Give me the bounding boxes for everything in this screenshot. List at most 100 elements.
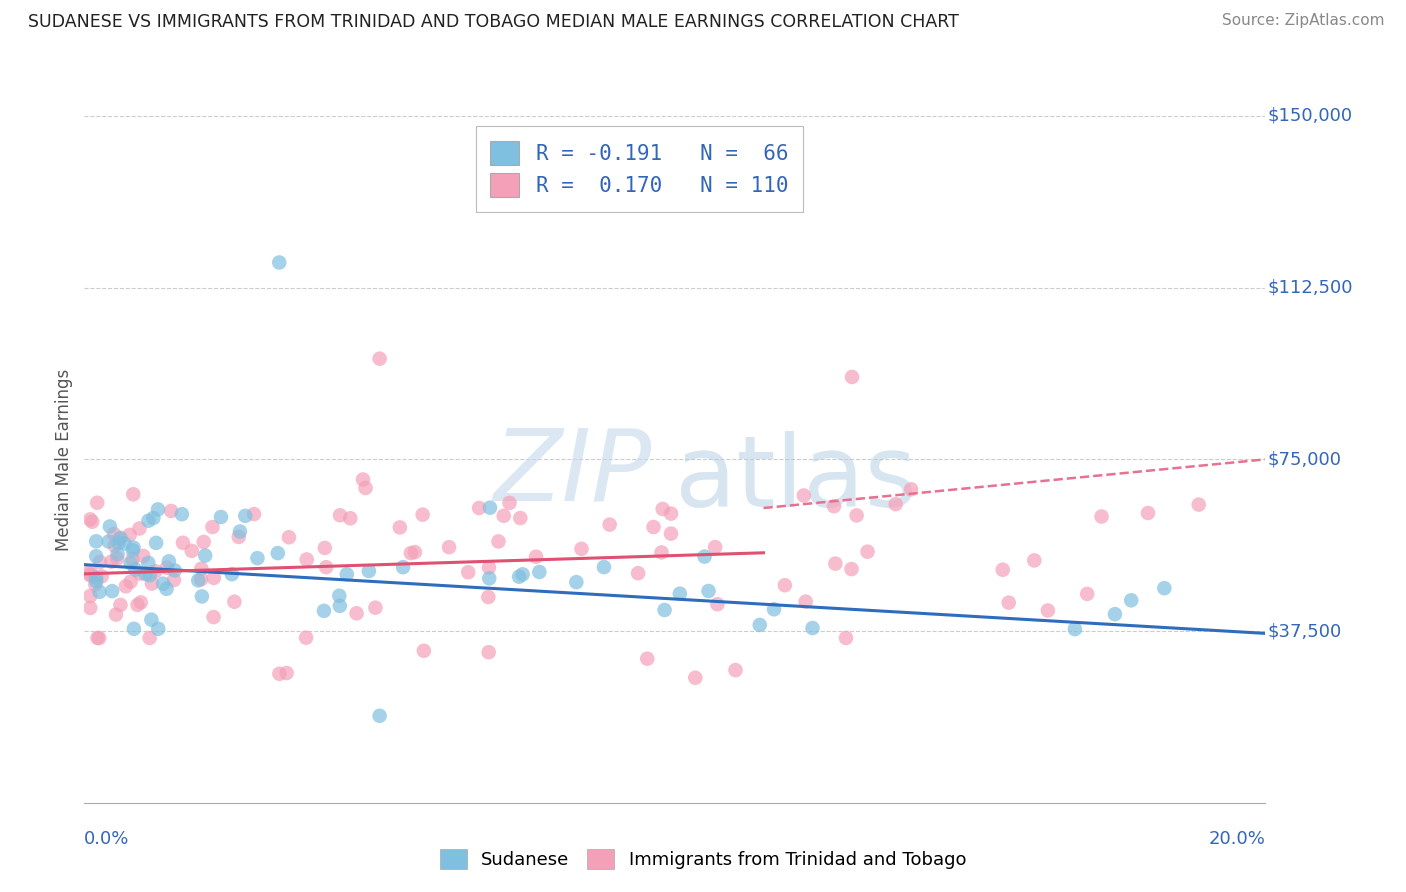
Point <box>412 508 434 522</box>
Point <box>180 544 202 558</box>
Point <box>193 535 215 549</box>
Point <box>104 607 127 622</box>
Point <box>121 552 143 566</box>
Point <box>404 545 426 559</box>
Point <box>488 534 510 549</box>
Point <box>706 597 728 611</box>
Point <box>267 546 290 560</box>
Point <box>794 595 817 609</box>
Point <box>128 521 150 535</box>
Point <box>498 496 520 510</box>
Point <box>328 589 350 603</box>
Point <box>841 562 863 576</box>
Point <box>246 551 269 566</box>
Point <box>599 517 621 532</box>
Point <box>835 631 858 645</box>
Point <box>412 644 434 658</box>
Point <box>793 488 815 502</box>
Legend: Sudanese, Immigrants from Trinidad and Tobago: Sudanese, Immigrants from Trinidad and T… <box>430 839 976 879</box>
Point <box>79 589 101 603</box>
Point <box>224 595 246 609</box>
Point <box>190 562 212 576</box>
Point <box>900 483 922 497</box>
Point <box>478 560 501 574</box>
Point <box>145 536 167 550</box>
Point <box>128 566 150 581</box>
Point <box>97 534 120 549</box>
Point <box>508 570 530 584</box>
Point <box>228 530 250 544</box>
Point <box>437 540 460 554</box>
Point <box>478 645 501 659</box>
Point <box>142 511 165 525</box>
Point <box>685 671 707 685</box>
Point <box>627 566 650 581</box>
Point <box>354 481 377 495</box>
Point <box>479 500 502 515</box>
Point <box>121 543 143 558</box>
Point <box>1064 622 1087 636</box>
Point <box>773 578 796 592</box>
Point <box>763 602 786 616</box>
Point <box>138 631 160 645</box>
Point <box>201 520 224 534</box>
Point <box>312 604 335 618</box>
Point <box>112 536 135 550</box>
Text: Source: ZipAtlas.com: Source: ZipAtlas.com <box>1222 13 1385 29</box>
Point <box>152 576 174 591</box>
Point <box>329 508 352 523</box>
Point <box>659 526 682 541</box>
Point <box>276 665 298 680</box>
Point <box>172 536 194 550</box>
Point <box>141 576 163 591</box>
Y-axis label: Median Male Earnings: Median Male Earnings <box>55 368 73 550</box>
Legend: R = -0.191   N =  66, R =  0.170   N = 110: R = -0.191 N = 66, R = 0.170 N = 110 <box>475 127 803 212</box>
Point <box>492 508 515 523</box>
Point <box>157 554 180 568</box>
Point <box>98 519 121 533</box>
Point <box>114 579 136 593</box>
Text: ZIP: ZIP <box>494 425 651 522</box>
Point <box>163 573 186 587</box>
Point <box>352 473 374 487</box>
Point <box>84 534 107 549</box>
Point <box>84 577 107 591</box>
Point <box>991 563 1014 577</box>
Point <box>107 547 129 561</box>
Point <box>477 590 499 604</box>
Point <box>86 496 108 510</box>
Point <box>122 487 145 501</box>
Point <box>233 508 256 523</box>
Point <box>295 631 318 645</box>
Point <box>1076 587 1098 601</box>
Text: atlas: atlas <box>675 432 917 528</box>
Point <box>1121 593 1143 607</box>
Point <box>191 590 214 604</box>
Point <box>229 524 252 539</box>
Point <box>512 567 534 582</box>
Point <box>388 520 411 534</box>
Point <box>269 255 291 269</box>
Point <box>841 370 863 384</box>
Text: 0.0%: 0.0% <box>84 830 129 848</box>
Point <box>132 549 155 563</box>
Point <box>724 663 747 677</box>
Point <box>399 546 422 560</box>
Point <box>704 540 727 554</box>
Point <box>103 527 125 541</box>
Point <box>1090 509 1112 524</box>
Point <box>392 560 415 574</box>
Point <box>108 532 131 546</box>
Point <box>163 563 186 577</box>
Point <box>202 571 225 585</box>
Point <box>135 567 157 582</box>
Point <box>295 552 318 566</box>
Point <box>120 557 142 571</box>
Point <box>278 530 301 544</box>
Point <box>101 584 124 599</box>
Point <box>146 502 169 516</box>
Point <box>194 549 217 563</box>
Point <box>339 511 361 525</box>
Point <box>79 568 101 582</box>
Point <box>118 528 141 542</box>
